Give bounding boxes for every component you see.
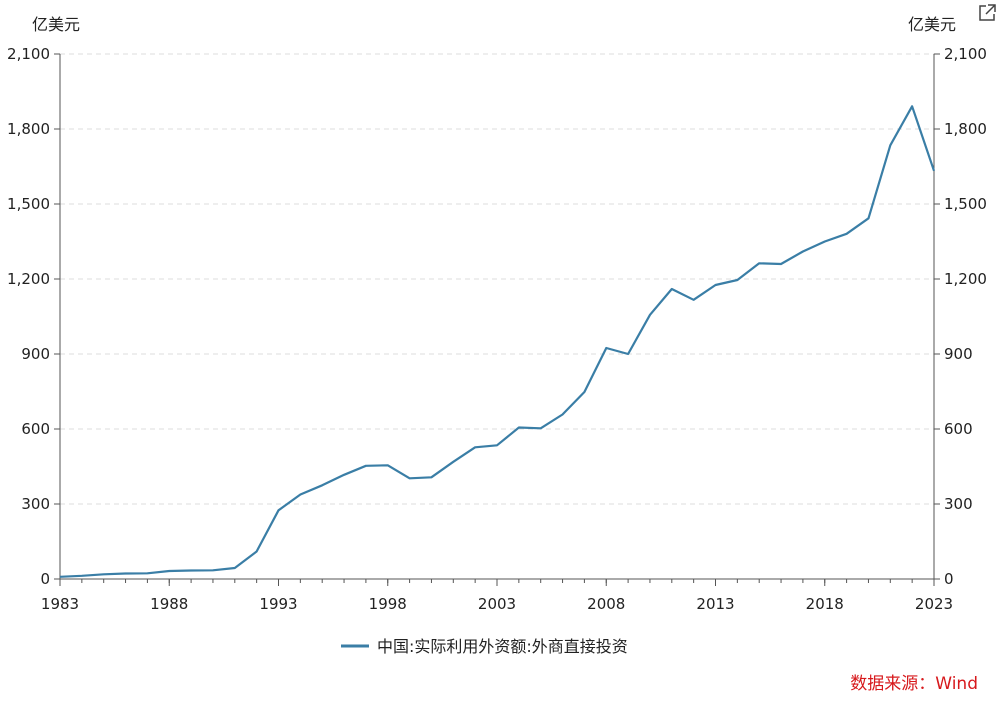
x-tick-label: 1993: [259, 595, 297, 613]
x-tick-label: 2008: [587, 595, 625, 613]
y-tick-label-left: 600: [21, 420, 50, 438]
x-tick-label: 1988: [150, 595, 188, 613]
axis-layer: 0 0 300 300 600 600 900 900 1,200 1,200 1,500 1,500…: [7, 45, 987, 613]
x-tick-label: 2023: [915, 595, 953, 613]
x-tick-label: 2003: [478, 595, 516, 613]
legend-label: 中国:实际利用外资额:外商直接投资: [377, 637, 628, 656]
external-link-icon: [979, 4, 996, 21]
y-tick-label-left: 1,200: [7, 270, 50, 288]
series-layer: [59, 105, 936, 578]
y-tick-label-left: 300: [21, 495, 50, 513]
y-tick-label-left: 0: [40, 570, 50, 588]
y-tick-label-right: 600: [944, 420, 973, 438]
series-line: [59, 105, 936, 578]
y-tick-label-left: 900: [21, 345, 50, 363]
grid-layer: [60, 53, 934, 505]
x-tick-label: 1983: [41, 595, 79, 613]
y-tick-label-right: 1,500: [944, 195, 987, 213]
x-tick-label: 2018: [806, 595, 844, 613]
right-axis-unit: 亿美元: [908, 15, 956, 34]
y-tick-label-right: 0: [944, 570, 954, 588]
y-tick-label-right: 2,100: [944, 45, 987, 63]
y-tick-label-right: 900: [944, 345, 973, 363]
x-tick-label: 2013: [696, 595, 734, 613]
y-tick-label-left: 1,800: [7, 120, 50, 138]
x-tick-label: 1998: [369, 595, 407, 613]
legend: 中国:实际利用外资额:外商直接投资: [341, 637, 628, 656]
y-tick-label-left: 1,500: [7, 195, 50, 213]
y-tick-label-right: 1,800: [944, 120, 987, 138]
y-tick-label-left: 2,100: [7, 45, 50, 63]
export-button[interactable]: [979, 4, 996, 21]
y-tick-label-right: 300: [944, 495, 973, 513]
left-axis-unit: 亿美元: [32, 15, 80, 34]
y-tick-label-right: 1,200: [944, 270, 987, 288]
data-source: 数据来源：Wind: [850, 674, 978, 694]
